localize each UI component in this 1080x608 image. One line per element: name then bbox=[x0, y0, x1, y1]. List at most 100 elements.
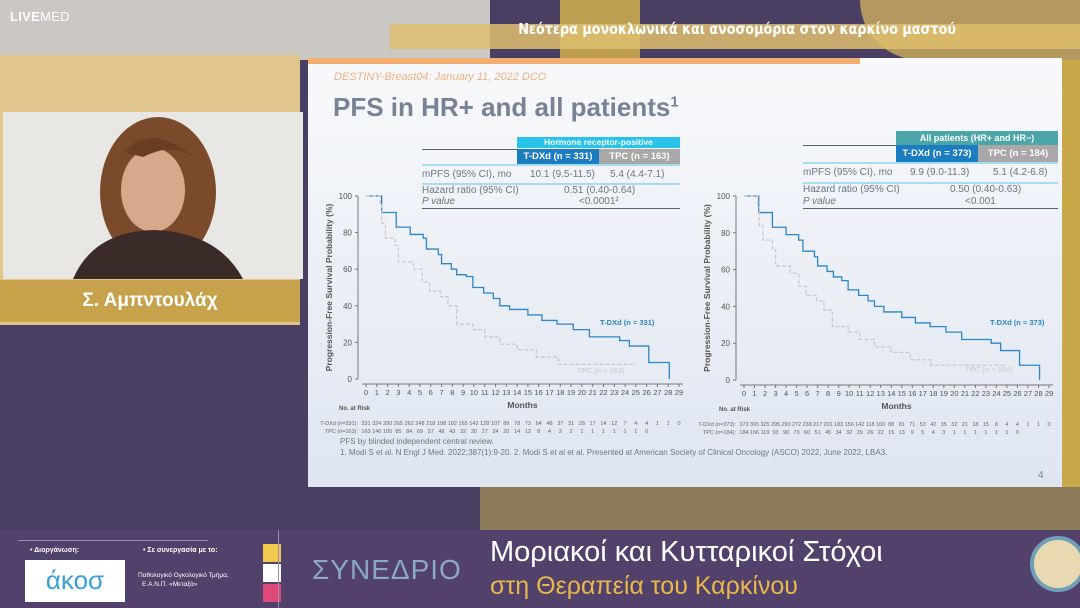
decorative-emblem-icon bbox=[1030, 536, 1080, 592]
risk-value: 9 bbox=[911, 430, 914, 436]
col-tdxd: T-DXd (n = 331) bbox=[517, 149, 599, 164]
risk-value: 1 bbox=[580, 429, 583, 435]
km-curve-tpc bbox=[366, 195, 636, 366]
risk-value: 100 bbox=[876, 422, 885, 428]
risk-value: 48 bbox=[546, 421, 552, 427]
session-title: Νεότερα μονοκλωνικά και ανοσομόρια στον … bbox=[518, 20, 956, 38]
study-label: DESTINY-Breast04: January 11, 2022 DCO bbox=[334, 71, 547, 83]
risk-value: 1 bbox=[995, 430, 998, 436]
risk-value: 128 bbox=[480, 421, 489, 427]
risk-value: 31 bbox=[568, 421, 574, 427]
risk-value: 1 bbox=[656, 421, 659, 427]
x-tick-label: 22 bbox=[599, 388, 607, 397]
x-tick-label: 9 bbox=[461, 388, 465, 397]
divider bbox=[803, 162, 1058, 164]
risk-value: 107 bbox=[491, 421, 500, 427]
risk-value: 142 bbox=[469, 421, 478, 427]
x-tick-label: 15 bbox=[898, 389, 906, 398]
results-table-all-patients: All patients (HR+ and HR−) T-DXd (n = 37… bbox=[803, 131, 1058, 211]
logo-light: MED bbox=[40, 9, 70, 24]
page-number: 4 bbox=[1038, 470, 1044, 481]
risk-value: 290 bbox=[781, 422, 790, 428]
mpfs-tpc: 5.4 (4.4-7.1) bbox=[610, 169, 665, 180]
risk-value: 53 bbox=[920, 422, 926, 428]
series-label: TPC (n = 184) bbox=[965, 365, 1013, 374]
risk-value: 218 bbox=[426, 421, 435, 427]
x-tick-label: 17 bbox=[545, 388, 553, 397]
risk-value: 32 bbox=[460, 429, 466, 435]
risk-value: 35 bbox=[941, 422, 947, 428]
table-group-header: Hormone receptor-positive bbox=[517, 137, 680, 148]
row-label-hr: Hazard ratio (95% CI) bbox=[422, 185, 519, 196]
risk-value: 105 bbox=[383, 429, 392, 435]
x-tick-label: 7 bbox=[439, 388, 443, 397]
organizer-logo: άκοσ bbox=[25, 560, 125, 602]
mpfs-tdxd: 9.9 (9.0-11.3) bbox=[910, 167, 970, 178]
series-label: TPC (n = 163) bbox=[577, 366, 625, 375]
y-tick-label: 80 bbox=[343, 229, 352, 238]
title-superscript: 1 bbox=[670, 93, 679, 111]
x-tick-label: 15 bbox=[524, 388, 532, 397]
results-table-hr-positive: Hormone receptor-positive T-DXd (n = 331… bbox=[422, 137, 680, 212]
x-tick-label: 4 bbox=[407, 388, 411, 397]
speaker-video bbox=[3, 112, 303, 279]
risk-value: 201 bbox=[824, 422, 833, 428]
risk-value: 51 bbox=[815, 430, 821, 436]
table-group-header: All patients (HR+ and HR−) bbox=[896, 131, 1058, 145]
risk-value: 43 bbox=[449, 429, 455, 435]
x-tick-label: 23 bbox=[982, 389, 990, 398]
risk-value: 69 bbox=[417, 429, 423, 435]
risk-value: 217 bbox=[813, 422, 822, 428]
risk-value: 42 bbox=[930, 422, 936, 428]
risk-value: 1 bbox=[984, 430, 987, 436]
risk-row-label: T-DXd (n=331): bbox=[320, 421, 358, 427]
risk-value: 0 bbox=[677, 421, 680, 427]
x-tick-label: 6 bbox=[805, 389, 809, 398]
x-tick-label: 25 bbox=[632, 388, 640, 397]
risk-value: 21 bbox=[962, 422, 968, 428]
divider bbox=[803, 208, 1058, 209]
x-tick-label: 26 bbox=[642, 388, 650, 397]
km-curve-tdxd bbox=[744, 195, 1041, 380]
footnote-method: PFS by blinded independent central revie… bbox=[340, 437, 494, 446]
x-tick-label: 12 bbox=[491, 388, 499, 397]
y-tick-label: 0 bbox=[726, 376, 731, 385]
risk-value: 1 bbox=[667, 421, 670, 427]
congress-subtitle: στη Θεραπεία του Καρκίνου bbox=[490, 572, 798, 600]
x-tick-label: 13 bbox=[502, 388, 510, 397]
risk-value: 1 bbox=[963, 430, 966, 436]
x-tick-label: 19 bbox=[567, 388, 575, 397]
risk-value: 4 bbox=[634, 421, 637, 427]
risk-value: 4 bbox=[645, 421, 648, 427]
white-square bbox=[263, 564, 281, 582]
risk-value: 1 bbox=[634, 429, 637, 435]
x-tick-label: 25 bbox=[1003, 389, 1011, 398]
x-tick-label: 2 bbox=[386, 388, 390, 397]
risk-value: 26 bbox=[867, 430, 873, 436]
risk-value: 34 bbox=[836, 430, 842, 436]
x-tick-label: 0 bbox=[364, 388, 368, 397]
x-tick-label: 16 bbox=[535, 388, 543, 397]
risk-value: 32 bbox=[951, 422, 957, 428]
risk-value: 17 bbox=[590, 421, 596, 427]
yellow-square bbox=[263, 544, 281, 562]
col-tpc: TPC (n = 163) bbox=[599, 149, 680, 164]
x-tick-label: 5 bbox=[795, 389, 799, 398]
risk-value: 27 bbox=[482, 429, 488, 435]
risk-value: 1 bbox=[974, 430, 977, 436]
x-tick-label: 6 bbox=[429, 388, 433, 397]
risk-value: 24 bbox=[492, 429, 498, 435]
risk-value: 183 bbox=[834, 422, 843, 428]
livemed-logo: LIVEMED bbox=[10, 9, 70, 24]
risk-value: 365 bbox=[750, 422, 759, 428]
y-axis-label: Progression-Free Survival Probability (%… bbox=[702, 204, 712, 372]
divider bbox=[422, 208, 680, 209]
x-tick-label: 24 bbox=[621, 388, 629, 397]
risk-value: 0 bbox=[1047, 422, 1050, 428]
risk-value: 163 bbox=[361, 429, 370, 435]
y-tick-label: 20 bbox=[343, 338, 352, 347]
risk-value: 238 bbox=[803, 422, 812, 428]
risk-value: 118 bbox=[866, 422, 875, 428]
x-tick-label: 27 bbox=[653, 388, 661, 397]
